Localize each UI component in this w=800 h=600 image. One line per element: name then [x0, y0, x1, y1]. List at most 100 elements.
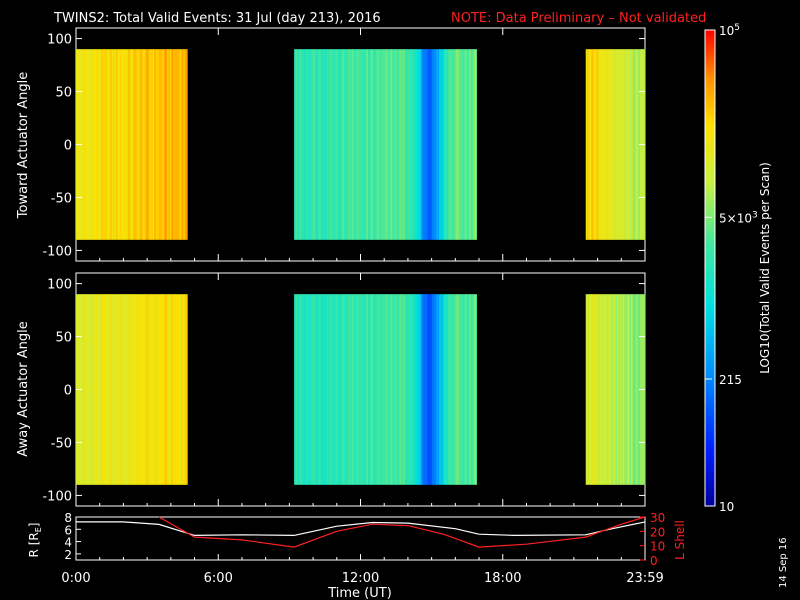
heatmap-column — [471, 294, 474, 485]
heatmap-column — [426, 294, 429, 485]
heatmap-column — [331, 294, 333, 485]
heatmap-column — [454, 294, 457, 485]
heatmap-column — [631, 294, 633, 485]
heatmap-column — [333, 294, 336, 485]
heatmap-column — [376, 294, 379, 485]
colorbar: 10 215 5×103 105 LOG10(Total Valid Events p… — [704, 23, 772, 514]
heatmap-column — [308, 294, 311, 485]
heatmap-column — [636, 294, 639, 485]
heatmap-column — [624, 294, 626, 485]
heatmap-column — [405, 294, 407, 485]
heatmap-column — [294, 294, 296, 485]
heatmap-column — [424, 49, 427, 240]
heatmap-column — [319, 294, 322, 485]
heatmap-column — [612, 49, 615, 240]
heatmap-column — [331, 49, 333, 240]
heatmap-column — [588, 49, 591, 240]
heatmap-column — [457, 49, 460, 240]
heatmap-column — [370, 49, 373, 240]
heatmap-column — [169, 294, 172, 485]
heatmap-column — [351, 294, 353, 485]
heatmap-column — [326, 49, 329, 240]
x-tick-label: 23:59 — [626, 571, 663, 586]
heatmap-column — [420, 294, 423, 485]
heatmap-column — [360, 294, 363, 485]
heatmap-column — [355, 49, 358, 240]
heatmap-column — [608, 294, 611, 485]
heatmap-column — [339, 294, 342, 485]
heatmap-column — [449, 294, 451, 485]
heatmap-column — [158, 49, 161, 240]
heatmap-column — [125, 49, 128, 240]
heatmap-column — [444, 49, 447, 240]
heatmap-column — [349, 49, 352, 240]
heatmap-column — [383, 294, 386, 485]
bottom-axes: 100 50 0 -50 -100 — [42, 273, 646, 506]
heatmap-column — [409, 49, 412, 240]
heatmap-column — [171, 294, 174, 485]
heatmap-column — [459, 49, 461, 240]
r-axis-label: R [RE] — [27, 523, 43, 558]
heatmap-column — [409, 294, 412, 485]
heatmap-column — [112, 49, 115, 240]
heatmap-column — [473, 49, 476, 240]
heatmap-column — [151, 49, 154, 240]
heatmap-column — [103, 49, 105, 240]
heatmap-column — [609, 294, 612, 485]
heatmap-column — [316, 294, 319, 485]
heatmap-column — [604, 294, 606, 485]
heatmap-column — [595, 49, 598, 240]
heatmap-column — [358, 294, 360, 485]
bottom-y-axis-label: Away Actuator Angle — [16, 321, 31, 456]
heatmap-column — [403, 49, 406, 240]
heatmap-column — [461, 49, 464, 240]
y-tick-label: -50 — [51, 436, 72, 451]
heatmap-column — [90, 49, 92, 240]
heatmap-column — [617, 294, 619, 485]
heatmap-column — [184, 294, 186, 485]
heatmap-column — [388, 294, 390, 485]
heatmap-column — [382, 49, 385, 240]
heatmap-column — [302, 294, 305, 485]
heatmap-column — [346, 294, 349, 485]
top-spectrogram-data — [76, 49, 646, 240]
heatmap-column — [434, 294, 437, 485]
heatmap-column — [105, 49, 108, 240]
heatmap-column — [413, 294, 416, 485]
heatmap-column — [328, 49, 330, 240]
heatmap-column — [131, 294, 134, 485]
heatmap-column — [147, 294, 149, 485]
heatmap-column — [363, 49, 366, 240]
heatmap-column — [132, 49, 135, 240]
heatmap-column — [599, 49, 602, 240]
heatmap-column — [402, 294, 404, 485]
heatmap-column — [131, 49, 134, 240]
heatmap-column — [453, 294, 456, 485]
heatmap-column — [469, 294, 471, 485]
heatmap-column — [152, 49, 155, 240]
heatmap-column — [333, 49, 336, 240]
heatmap-column — [456, 294, 459, 485]
heatmap-column — [321, 294, 323, 485]
heatmap-column — [609, 49, 612, 240]
heatmap-column — [295, 49, 298, 240]
heatmap-column — [172, 294, 175, 485]
heatmap-column — [628, 294, 631, 485]
heatmap-column — [140, 49, 142, 240]
heatmap-column — [108, 294, 111, 485]
heatmap-column — [332, 294, 335, 485]
preliminary-note: NOTE: Data Preliminary – Not validated — [451, 11, 706, 26]
heatmap-column — [345, 294, 348, 485]
heatmap-column — [304, 49, 306, 240]
heatmap-column — [440, 294, 443, 485]
heatmap-column — [138, 49, 141, 240]
heatmap-column — [112, 294, 115, 485]
heatmap-column — [164, 294, 166, 485]
heatmap-column — [397, 294, 400, 485]
heatmap-column — [393, 49, 396, 240]
heatmap-column — [176, 49, 179, 240]
heatmap-column — [466, 49, 468, 240]
heatmap-column — [312, 49, 315, 240]
heatmap-column — [135, 294, 138, 485]
heatmap-column — [410, 49, 413, 240]
